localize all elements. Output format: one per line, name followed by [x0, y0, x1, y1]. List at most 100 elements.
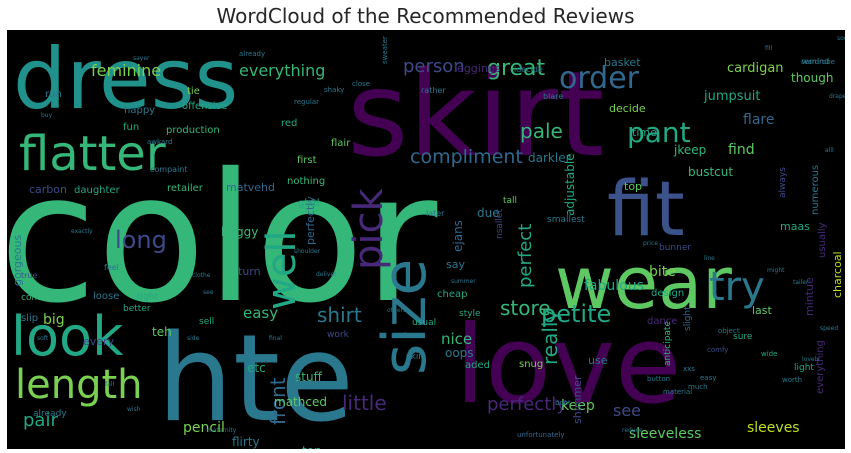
word-nsallet: nsallet [495, 209, 505, 239]
word-combo: combo [21, 293, 52, 303]
word-pant: pant [627, 116, 691, 149]
word-nice: nice [441, 330, 472, 348]
word-order: order [559, 61, 640, 96]
word-last: last [752, 304, 773, 317]
word-deliver: deliver [316, 271, 337, 278]
word-see: see [613, 401, 641, 420]
word-carbon: carbon [29, 183, 67, 196]
word-nothing: nothing [287, 176, 325, 187]
word-first: first [297, 155, 317, 166]
word-make: make [391, 331, 413, 340]
word-slight: slight [683, 306, 693, 331]
word-always: always [778, 167, 788, 198]
word-sure: sure [733, 332, 753, 342]
word-side: side [187, 335, 200, 342]
word-slip: slip [21, 313, 38, 324]
word-bite: bite [649, 264, 676, 280]
word-ejans: ejans [451, 220, 465, 252]
word-comfy: comfy [707, 346, 728, 354]
word-darkler: darkler [528, 151, 571, 165]
word-compliment: compliment [410, 146, 523, 168]
word-little: little [342, 391, 387, 415]
word-mintue: mintue [803, 277, 816, 316]
word-person: person [403, 56, 465, 77]
word-dance: dance [647, 316, 677, 327]
word-work: work [327, 330, 350, 340]
word-charcoal: charcoal [831, 251, 844, 298]
word-run: run [45, 89, 62, 100]
word-front: front [266, 377, 290, 425]
word-leggings: leggings [454, 62, 501, 75]
word-big: big [43, 312, 65, 328]
word-maternity: maternity [207, 427, 237, 434]
word-price: price [643, 240, 658, 247]
word-glad: glad [298, 198, 320, 209]
word-size: size [370, 259, 440, 375]
word-pencil: pencil [183, 420, 225, 436]
word-basket: basket [604, 56, 641, 69]
word-pick: pick [346, 188, 392, 270]
word-much: much [688, 383, 708, 391]
word-easy: easy [243, 304, 278, 322]
word-matvehd: matvehd [226, 181, 275, 194]
word-skirt: skirt [347, 45, 604, 183]
word-sweater: sweater [381, 36, 389, 64]
word-smallest: smallest [547, 215, 585, 225]
word-great: great [487, 56, 546, 81]
word-buy: buy [41, 112, 53, 119]
word-adjustable: adjustable [563, 153, 577, 216]
word-fall: fall [105, 381, 114, 388]
word-dress: dress [13, 30, 238, 128]
word-true: true [21, 271, 37, 280]
word-ton: ton [302, 444, 322, 449]
word-wide: wide [761, 350, 777, 358]
word-happy: happy [124, 105, 155, 116]
word-unfortunately: unfortunately [517, 431, 565, 439]
chart-title: WordCloud of the Recommended Reviews [216, 4, 635, 28]
word-tie: tie [187, 86, 200, 97]
word-feminine: feminine [91, 61, 161, 80]
word-look: look [11, 305, 124, 368]
word-see: see [203, 289, 214, 296]
word-decide: decide [609, 102, 646, 115]
word-fill: fill [765, 45, 772, 52]
word-easy: easy [700, 374, 716, 382]
word-regular: regular [294, 98, 319, 106]
word-already: already [33, 409, 67, 419]
word-pair: pair [23, 410, 58, 431]
word-sell: sell [199, 317, 214, 327]
word-awkard: awkard [147, 138, 172, 146]
wordcloud-canvas: color skirt hte love dress fit wear flatter look… [7, 30, 845, 449]
word-worth: worth [782, 376, 802, 384]
word-oops: oops [445, 346, 474, 360]
word-exactly: exactly [71, 228, 93, 235]
word-numerous: numerous [810, 165, 821, 215]
wordcloud-background [7, 30, 845, 449]
word-flirty: flirty [232, 435, 260, 449]
word-wardrobe: wardrobe [802, 58, 835, 66]
word-try: try [709, 264, 765, 310]
word-every: every [83, 335, 115, 348]
word-red: red [281, 118, 297, 129]
word-soo: soo [837, 35, 845, 42]
word-reduce: reduce [622, 427, 643, 434]
word-alll: alll [825, 147, 834, 154]
word-bustcut: bustcut [688, 165, 733, 179]
word-compaint: compaint [150, 165, 188, 174]
word-love: love [455, 303, 681, 428]
word-style: style [459, 309, 481, 319]
word-find: find [728, 142, 755, 158]
word-everything: everything [815, 340, 826, 394]
word-hte: hte [157, 310, 354, 449]
word-line: line [704, 255, 715, 262]
word-time: time [632, 126, 657, 139]
word-sayer: sayer [133, 55, 150, 62]
word-gorgeous: gorgeous [11, 235, 24, 286]
word-shaky: shaky [324, 86, 344, 94]
word-shoulder: shoulder [294, 248, 321, 255]
word-xxs: xxs [683, 365, 695, 373]
word-store: store [500, 296, 551, 320]
word-use: use [588, 354, 608, 367]
word-jkeep: jkeep [673, 143, 706, 157]
word-cheap: cheap [437, 289, 467, 300]
